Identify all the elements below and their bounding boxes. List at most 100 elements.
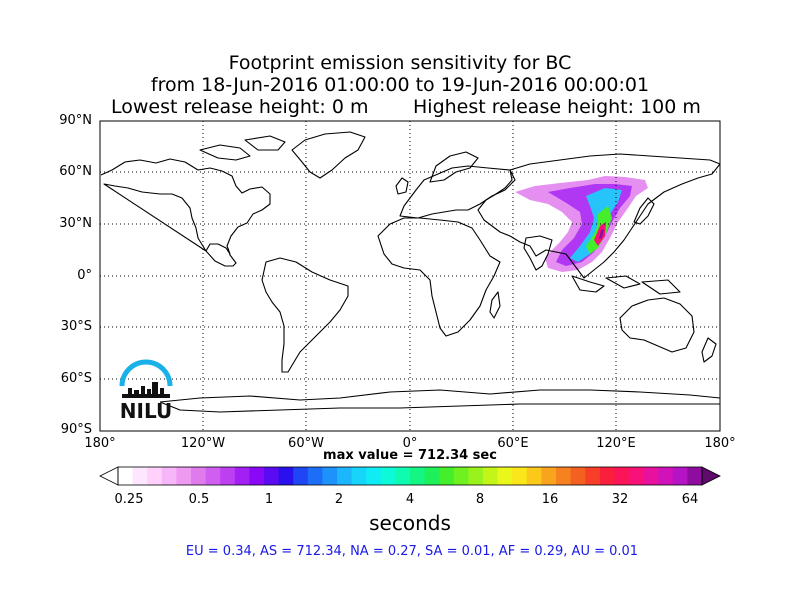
colorbar-cell bbox=[351, 467, 367, 485]
map-frame bbox=[99, 120, 721, 432]
nilu-logo-graphic: NILU bbox=[119, 359, 173, 423]
lon-label-120e: 120°E bbox=[596, 436, 636, 451]
lat-label-equator: 0° bbox=[77, 268, 92, 283]
colorbar-cells bbox=[118, 467, 703, 485]
colorbar-cell bbox=[687, 467, 703, 485]
nilu-logo-text: NILU bbox=[120, 399, 172, 423]
lat-label-60n: 60°N bbox=[59, 164, 92, 179]
colorbar-cell bbox=[483, 467, 498, 485]
colorbar-cell bbox=[658, 467, 674, 485]
lat-label-30s: 30°S bbox=[60, 319, 92, 334]
colorbar-cell bbox=[643, 467, 659, 485]
colorbar-tick-0-25: 0.25 bbox=[114, 492, 144, 507]
indonesia-outline bbox=[571, 275, 681, 295]
title-line-2: from 18-Jun-2016 01:00:00 to 19-Jun-2016… bbox=[150, 74, 650, 96]
colorbar-tick-32: 32 bbox=[611, 492, 629, 507]
plume-core bbox=[594, 222, 606, 246]
australia-outline bbox=[619, 297, 695, 353]
colorbar-extend-right bbox=[701, 466, 721, 486]
scandinavia-outline bbox=[429, 151, 479, 183]
colorbar-tick-1: 1 bbox=[264, 492, 274, 507]
plume-layer bbox=[515, 176, 648, 272]
colorbar-cell bbox=[541, 467, 557, 485]
colorbar-cell bbox=[453, 467, 469, 485]
new-zealand-outline bbox=[701, 337, 717, 363]
colorbar-cell bbox=[293, 467, 309, 485]
max-value: max value = 712.34 sec bbox=[323, 448, 497, 463]
lon-label-180e: 180° bbox=[704, 436, 736, 451]
colorbar-cell bbox=[424, 467, 440, 485]
colorbar-cell bbox=[161, 467, 177, 485]
madagascar-outline bbox=[489, 291, 501, 319]
colorbar-cell bbox=[147, 467, 163, 485]
colorbar-cell bbox=[556, 467, 571, 485]
colorbar-tick-2: 2 bbox=[334, 492, 344, 507]
arctic-islands-outline bbox=[199, 135, 286, 161]
colorbar-tick-4: 4 bbox=[405, 492, 415, 507]
colorbar-cell bbox=[468, 467, 484, 485]
lon-label-180w: 180° bbox=[84, 436, 116, 451]
colorbar-cell bbox=[307, 467, 323, 485]
colorbar-cell bbox=[585, 467, 601, 485]
lon-label-60e: 60°E bbox=[497, 436, 529, 451]
coastlines bbox=[100, 131, 721, 413]
colorbar-cell bbox=[118, 467, 133, 485]
title-line-1: Footprint emission sensitivity for BC bbox=[228, 52, 572, 74]
lat-label-60s: 60°S bbox=[60, 371, 92, 386]
colorbar-cell bbox=[337, 467, 352, 485]
africa-outline bbox=[377, 217, 501, 337]
colorbar-cell bbox=[439, 467, 455, 485]
colorbar-cell bbox=[249, 467, 265, 485]
colorbar-cell bbox=[132, 467, 148, 485]
nilu-logo-skyline bbox=[122, 382, 170, 398]
colorbar-units: seconds bbox=[369, 511, 451, 535]
plume-inner-cyan bbox=[570, 188, 622, 262]
lat-label-90s: 90°S bbox=[60, 422, 92, 437]
plume-peak bbox=[599, 229, 604, 239]
colorbar-cell bbox=[410, 467, 425, 485]
colorbar-tick-16: 16 bbox=[541, 492, 559, 507]
india-outline bbox=[523, 235, 553, 271]
south-america-outline bbox=[261, 257, 349, 373]
colorbar-cell bbox=[191, 467, 206, 485]
antarctica-outline bbox=[159, 389, 721, 413]
colorbar-cell bbox=[205, 467, 221, 485]
uk-outline bbox=[395, 177, 409, 195]
greenland-outline bbox=[291, 131, 366, 179]
lon-label-60w: 60°W bbox=[288, 436, 324, 451]
colorbar-cell bbox=[264, 467, 279, 485]
graticule bbox=[100, 121, 720, 431]
colorbar-cell bbox=[526, 467, 542, 485]
north-america-outline bbox=[100, 158, 271, 267]
colorbar-cell bbox=[497, 467, 513, 485]
colorbar-extend-left bbox=[99, 466, 119, 486]
title-highest-release: Highest release height: 100 m bbox=[413, 96, 701, 118]
colorbar-cell bbox=[366, 467, 382, 485]
lon-label-0: 0° bbox=[402, 436, 418, 451]
nilu-logo: NILU bbox=[116, 356, 176, 424]
colorbar-cell bbox=[629, 467, 644, 485]
lat-label-90n: 90°N bbox=[59, 113, 92, 128]
colorbar-cell bbox=[570, 467, 586, 485]
region-values: EU = 0.34, AS = 712.34, NA = 0.27, SA = … bbox=[185, 544, 639, 559]
lat-label-30n: 30°N bbox=[59, 216, 92, 231]
lon-label-120w: 120°W bbox=[180, 436, 226, 451]
colorbar-cell bbox=[380, 467, 396, 485]
colorbar-cell bbox=[395, 467, 411, 485]
japan-outline bbox=[633, 197, 655, 225]
nilu-logo-arc bbox=[119, 359, 173, 387]
colorbar-cell bbox=[220, 467, 236, 485]
colorbar-cell bbox=[614, 467, 630, 485]
europe-outline bbox=[399, 165, 516, 219]
colorbar-frame bbox=[117, 466, 703, 486]
colorbar-cell bbox=[322, 467, 338, 485]
title-lowest-release: Lowest release height: 0 m bbox=[111, 96, 369, 118]
colorbar-tick-64: 64 bbox=[681, 492, 699, 507]
colorbar-cell bbox=[599, 467, 615, 485]
asia-outline bbox=[477, 153, 721, 279]
colorbar-cell bbox=[234, 467, 250, 485]
colorbar-tick-8: 8 bbox=[475, 492, 485, 507]
colorbar-cell bbox=[176, 467, 192, 485]
